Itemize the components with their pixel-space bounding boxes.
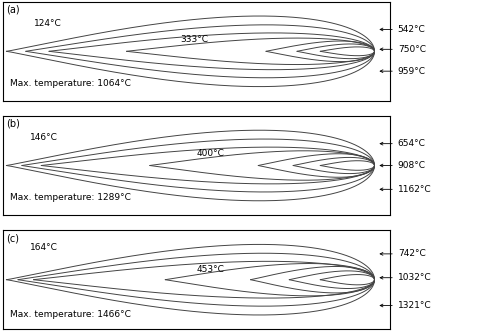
Text: 1321°C: 1321°C <box>380 301 432 310</box>
Text: 146°C: 146°C <box>30 133 58 142</box>
Text: 164°C: 164°C <box>30 243 58 253</box>
Text: (b): (b) <box>6 119 20 129</box>
Text: (a): (a) <box>6 5 20 15</box>
Text: 542°C: 542°C <box>380 25 426 34</box>
Text: 453°C: 453°C <box>196 265 224 274</box>
Text: 654°C: 654°C <box>380 139 426 148</box>
Text: (c): (c) <box>6 233 20 243</box>
Text: 333°C: 333°C <box>181 35 209 44</box>
Text: 742°C: 742°C <box>380 249 426 259</box>
Text: Max. temperature: 1289°C: Max. temperature: 1289°C <box>10 193 131 202</box>
Text: 1162°C: 1162°C <box>380 185 432 194</box>
Text: 959°C: 959°C <box>380 67 426 76</box>
Text: 1032°C: 1032°C <box>380 273 432 282</box>
Text: Max. temperature: 1064°C: Max. temperature: 1064°C <box>10 78 131 88</box>
Text: Max. temperature: 1466°C: Max. temperature: 1466°C <box>10 310 131 319</box>
Text: 750°C: 750°C <box>380 45 426 54</box>
Text: 400°C: 400°C <box>196 149 224 158</box>
Text: 124°C: 124°C <box>34 19 61 28</box>
Text: 908°C: 908°C <box>380 161 426 170</box>
